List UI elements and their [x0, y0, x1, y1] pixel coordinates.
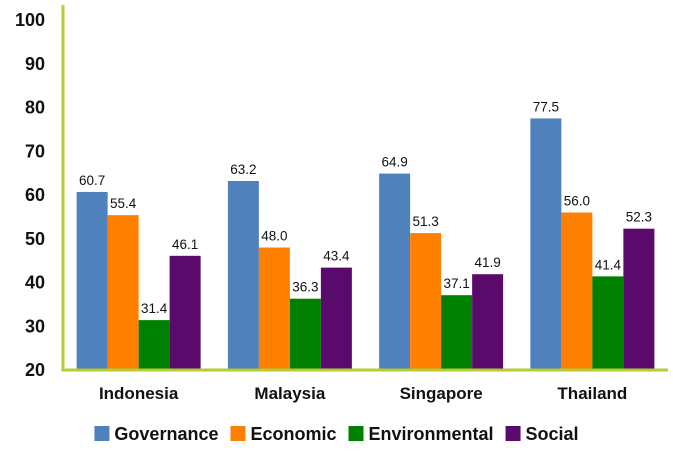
data-label: 31.4	[141, 301, 168, 316]
data-label: 77.5	[533, 99, 559, 114]
legend-swatch-governance	[94, 426, 110, 441]
x-tick-label: Indonesia	[99, 384, 179, 403]
data-label: 41.4	[595, 257, 622, 272]
legend-label: Economic	[250, 424, 336, 444]
data-label: 52.3	[626, 210, 652, 225]
data-label: 56.0	[564, 194, 590, 209]
data-label: 43.4	[323, 249, 350, 264]
data-label: 41.9	[474, 255, 500, 270]
data-label: 46.1	[172, 237, 198, 252]
y-tick-label: 100	[15, 10, 45, 30]
y-tick-label: 50	[25, 229, 45, 249]
y-tick-label: 20	[25, 360, 45, 380]
bar-social-thailand	[623, 228, 655, 370]
y-tick-label: 80	[25, 98, 45, 118]
x-axis: Indonesia Malaysia Singapore Thailand	[61, 368, 668, 403]
legend: Governance Economic Environmental Social	[94, 424, 579, 444]
legend-label: Social	[526, 424, 579, 444]
bar-economic-singapore	[410, 233, 442, 370]
bar-governance-thailand	[530, 118, 562, 370]
y-tick-label: 70	[25, 141, 45, 161]
data-label: 60.7	[79, 173, 105, 188]
bar-economic-indonesia	[107, 215, 139, 370]
y-tick-label: 30	[25, 316, 45, 336]
x-tick-label: Singapore	[400, 384, 483, 403]
bar-governance-indonesia	[76, 191, 108, 370]
bar-social-indonesia	[169, 255, 201, 370]
data-label: 36.3	[292, 280, 318, 295]
bar-governance-malaysia	[227, 181, 259, 370]
y-tick-label: 90	[25, 54, 45, 74]
y-axis: 20 30 40 50 60 70 80 90 100	[15, 5, 65, 380]
data-label: 63.2	[230, 162, 256, 177]
legend-label: Environmental	[369, 424, 494, 444]
bar-social-singapore	[472, 274, 504, 370]
data-label: 37.1	[443, 276, 469, 291]
bar-governance-singapore	[379, 173, 411, 370]
x-tick-label: Malaysia	[254, 384, 325, 403]
legend-label: Governance	[114, 424, 218, 444]
bars	[76, 118, 655, 370]
data-label: 64.9	[381, 155, 407, 170]
bar-economic-thailand	[561, 212, 593, 370]
y-tick-label: 40	[25, 273, 45, 293]
y-tick-label: 60	[25, 185, 45, 205]
bar-environmental-malaysia	[289, 298, 321, 370]
legend-swatch-economic	[230, 426, 246, 441]
bar-environmental-singapore	[441, 295, 473, 370]
bar-economic-malaysia	[258, 247, 290, 370]
bar-environmental-thailand	[592, 276, 624, 370]
bar-environmental-indonesia	[138, 320, 170, 370]
x-tick-label: Thailand	[557, 384, 627, 403]
data-label: 55.4	[110, 196, 137, 211]
data-label: 51.3	[412, 214, 438, 229]
bar-social-malaysia	[320, 267, 352, 370]
legend-swatch-environmental	[348, 426, 364, 441]
data-label: 48.0	[261, 229, 287, 244]
data-labels: 60.7 55.4 31.4 46.1 63.2 48.0 36.3 43.4 64.9 51.3…	[79, 99, 652, 316]
legend-swatch-social	[505, 426, 521, 441]
